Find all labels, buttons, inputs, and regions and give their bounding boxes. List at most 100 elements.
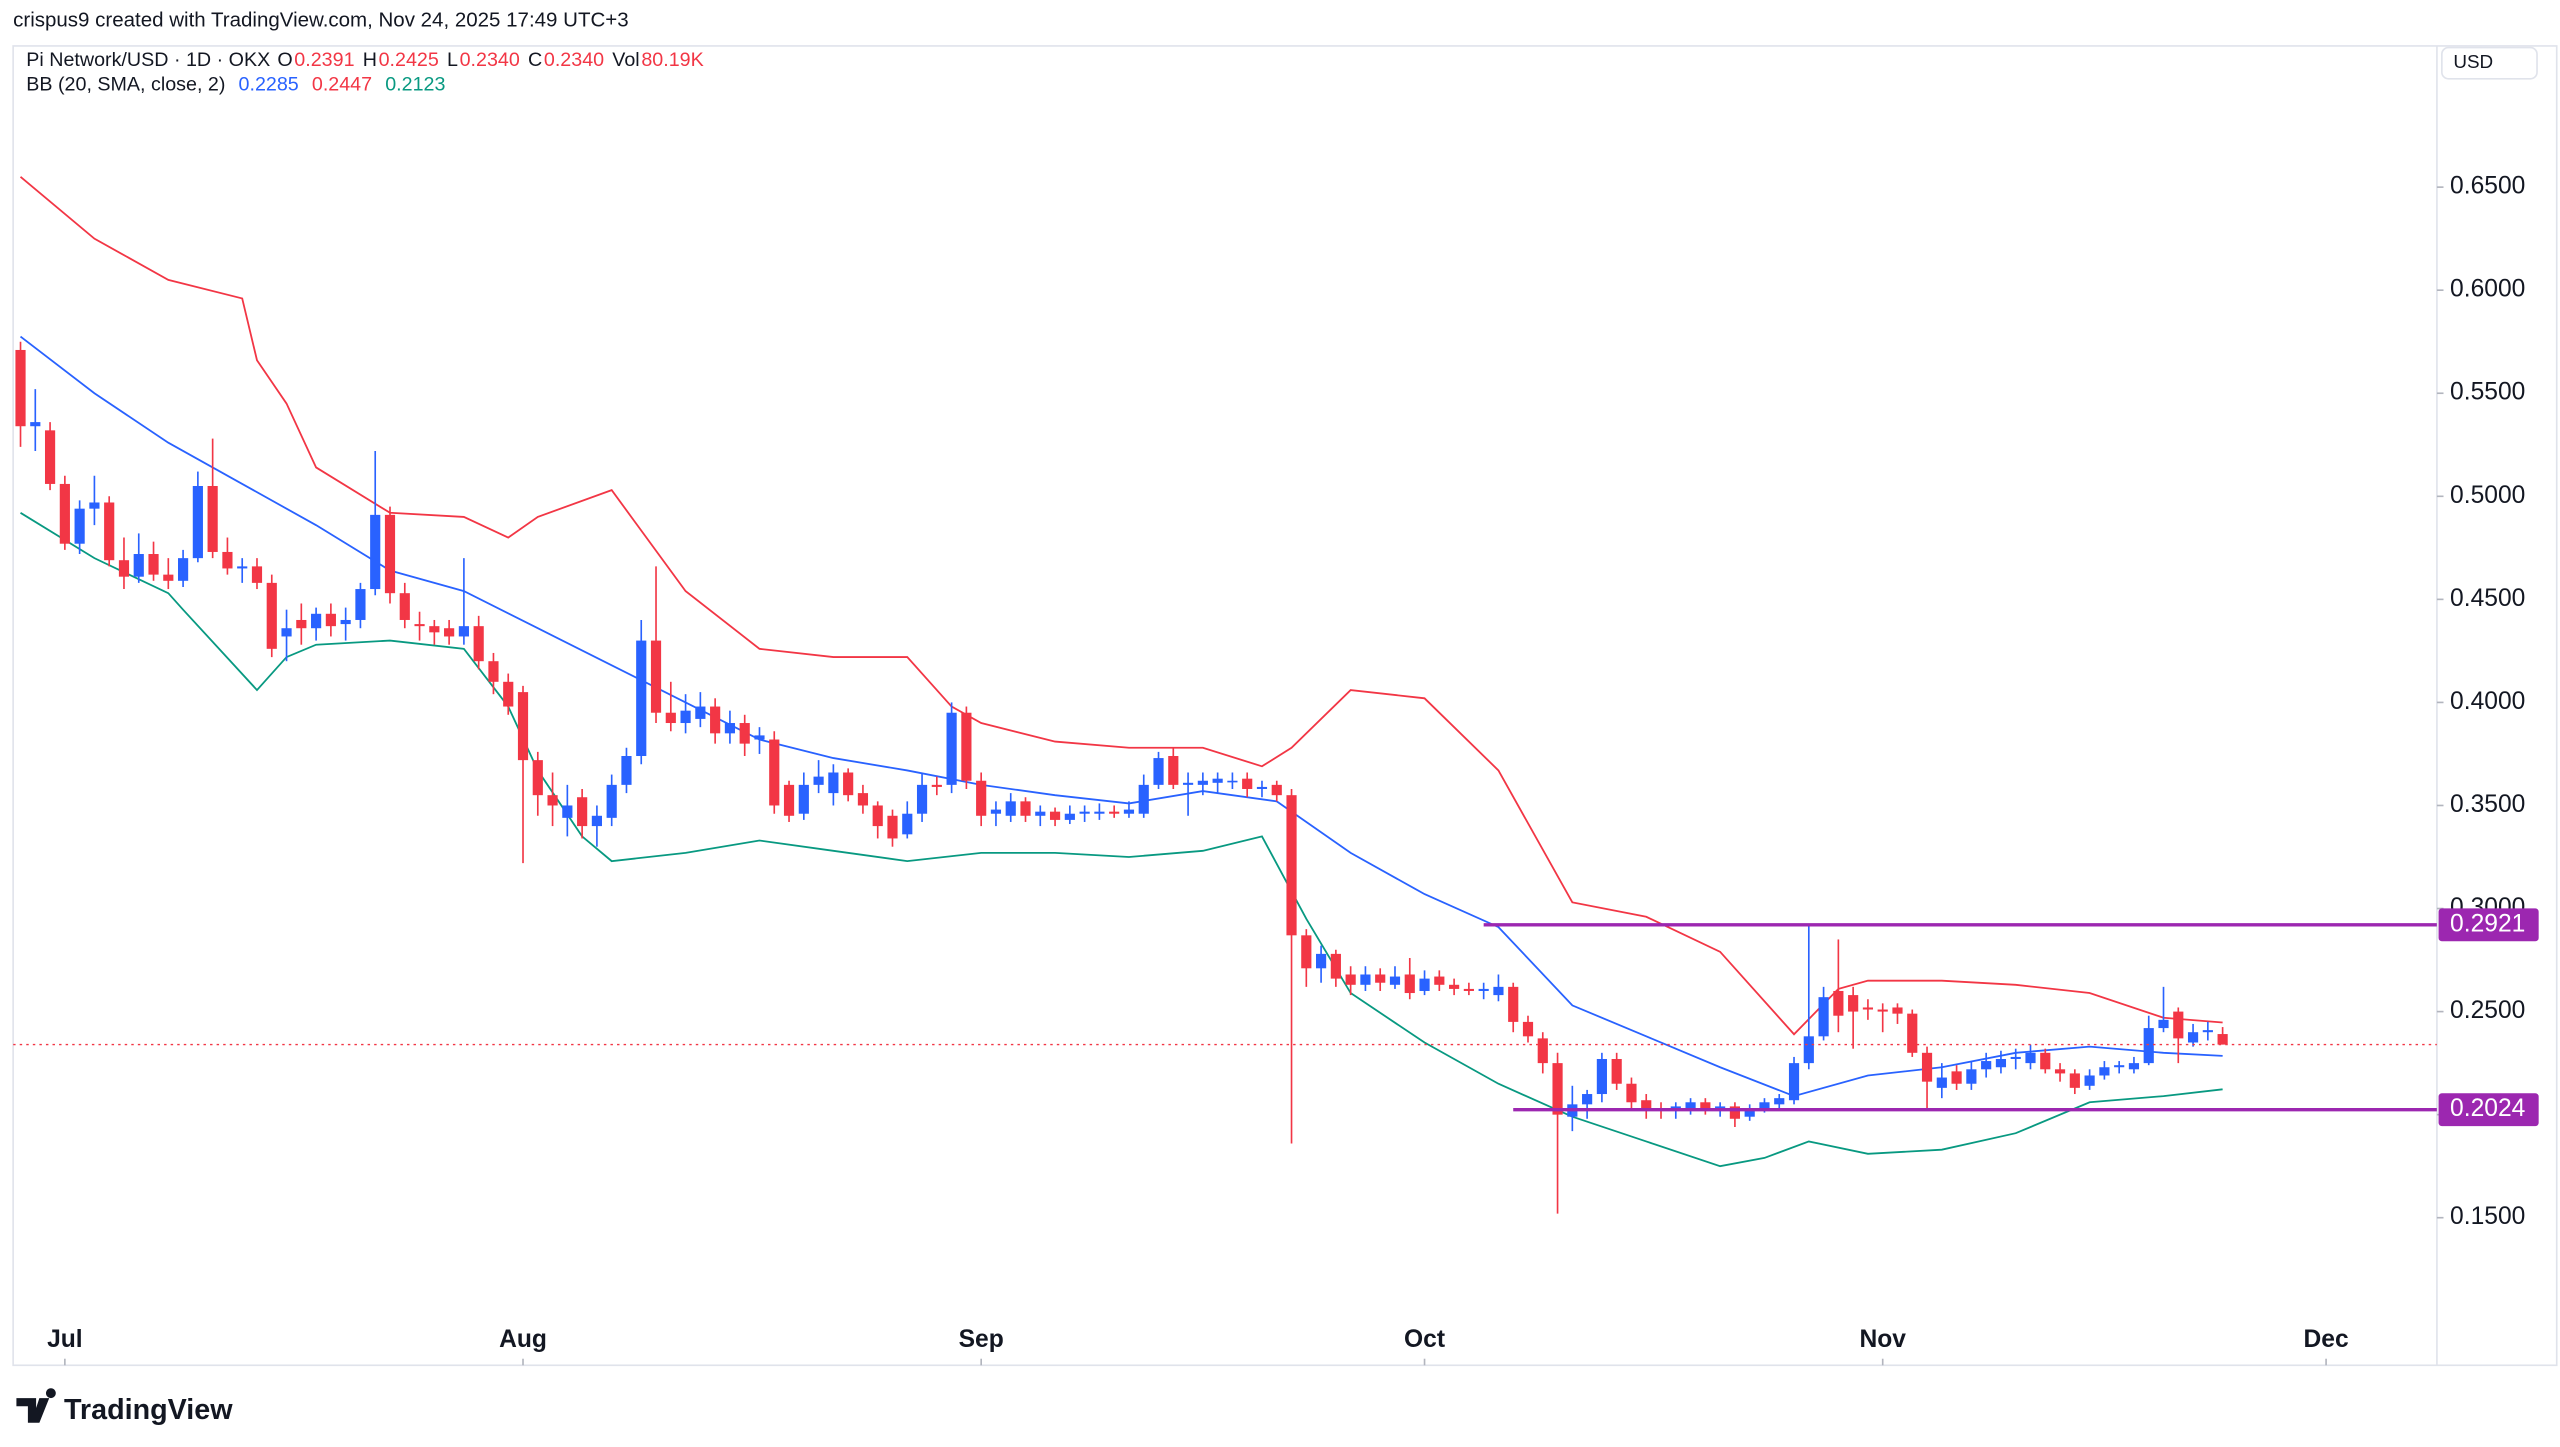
candle-body (458, 626, 469, 637)
level-badge (2438, 908, 2539, 942)
candle-body (1330, 953, 1341, 979)
candle-body (2040, 1052, 2051, 1070)
candle-body (1345, 974, 1356, 985)
candle-body (1463, 988, 1474, 991)
candle-body (15, 349, 26, 427)
candle-body (1064, 813, 1075, 820)
candle-body (1685, 1102, 1696, 1111)
candle-body (325, 613, 336, 627)
ohlc-value: 0.2340 (460, 49, 520, 71)
candle-body (370, 514, 381, 590)
candle-body (1035, 811, 1046, 816)
candle-body (488, 661, 499, 682)
candle-body (1611, 1058, 1622, 1084)
indicator-line (20, 512, 2223, 1168)
candle-body (636, 640, 647, 757)
candle-body (665, 712, 676, 724)
candle-body (606, 784, 617, 818)
axes: 0.15000.20000.25000.30000.35000.40000.45… (47, 173, 2539, 1366)
candle-body (1301, 935, 1312, 969)
candle-body (2158, 1019, 2169, 1029)
candle-body (680, 710, 691, 724)
candle-body (1774, 1098, 1785, 1105)
candle-body (399, 593, 410, 620)
candle-body (1049, 811, 1061, 820)
candle-body (429, 626, 440, 633)
candle-body (1138, 784, 1149, 814)
candle-body (473, 626, 484, 662)
candle-body (281, 628, 292, 637)
candle-body (1744, 1108, 1755, 1117)
ohlc-key: C (528, 49, 542, 71)
candle-body (89, 502, 100, 509)
x-tick-label: Nov (1859, 1326, 1906, 1353)
candle-body (961, 712, 972, 781)
currency-box[interactable] (2441, 46, 2538, 80)
brand-icon (16, 1388, 56, 1423)
x-tick-label: Oct (1404, 1326, 1445, 1353)
candle-body (2010, 1056, 2021, 1059)
candle-body (931, 784, 942, 787)
candle-body (59, 483, 70, 544)
candle-body (1936, 1077, 1947, 1088)
y-tick-label: 0.4500 (2450, 585, 2525, 612)
candle-body (1641, 1100, 1652, 1109)
candle-body (1094, 811, 1105, 814)
indicator-value: 0.2285 (239, 74, 299, 96)
candle-body (1493, 986, 1504, 996)
candle-body (1848, 995, 1859, 1012)
indicator-values: 0.2285 0.2447 0.2123 (239, 74, 446, 96)
candle-body (1995, 1058, 2007, 1068)
candle-body (74, 508, 85, 544)
x-tick-label: Jul (47, 1326, 83, 1353)
candle-body (1197, 780, 1208, 785)
indicator-value: 0.2447 (312, 74, 372, 96)
candle-body (1109, 811, 1120, 814)
symbol-line: Pi Network/USD · 1D · OKX (26, 49, 270, 71)
candle-body (178, 558, 189, 581)
candle-body (2054, 1069, 2066, 1074)
indicator-value: 0.2123 (385, 74, 445, 96)
candle-body (148, 554, 159, 575)
candle-body (1981, 1061, 1992, 1070)
candle-body (946, 712, 957, 785)
candle-body (1478, 988, 1489, 991)
candle-body (1552, 1063, 1563, 1115)
candle-body (1596, 1058, 1607, 1095)
candle-body (1360, 974, 1371, 985)
candle-body (1227, 780, 1238, 783)
candle-body (30, 422, 41, 427)
candle-body (1449, 984, 1460, 989)
candle-body (621, 756, 632, 785)
candle-body (1256, 786, 1268, 789)
candle-body (577, 797, 588, 827)
candle-body (44, 430, 56, 484)
candle-body (872, 805, 883, 827)
candle-body (1537, 1038, 1548, 1064)
candle-body (340, 619, 351, 625)
candle-body (414, 624, 425, 627)
candle-body (813, 776, 824, 785)
candle-body (2173, 1011, 2184, 1039)
level-badge (2438, 1093, 2539, 1127)
brand-name: TradingView (64, 1394, 233, 1426)
candle-body (887, 815, 898, 839)
candle-body (532, 760, 543, 796)
y-tick-label: 0.4000 (2450, 688, 2525, 715)
candle-body (976, 780, 987, 816)
candle-body (1921, 1052, 1933, 1082)
candle-body (1759, 1102, 1770, 1109)
ohlc-key: H (363, 49, 377, 71)
candle-body (1522, 1021, 1534, 1037)
candle-body (754, 735, 765, 740)
candle-body (311, 613, 322, 629)
candle-body (1404, 974, 1415, 994)
candle-body (2114, 1065, 2125, 1068)
candle-body (1626, 1083, 1637, 1103)
indicator-label: BB (20, SMA, close, 2) (26, 74, 225, 96)
candle-body (503, 681, 514, 707)
candle-body (843, 772, 854, 796)
candle-body (1892, 1007, 1903, 1014)
candle-body (237, 566, 248, 569)
